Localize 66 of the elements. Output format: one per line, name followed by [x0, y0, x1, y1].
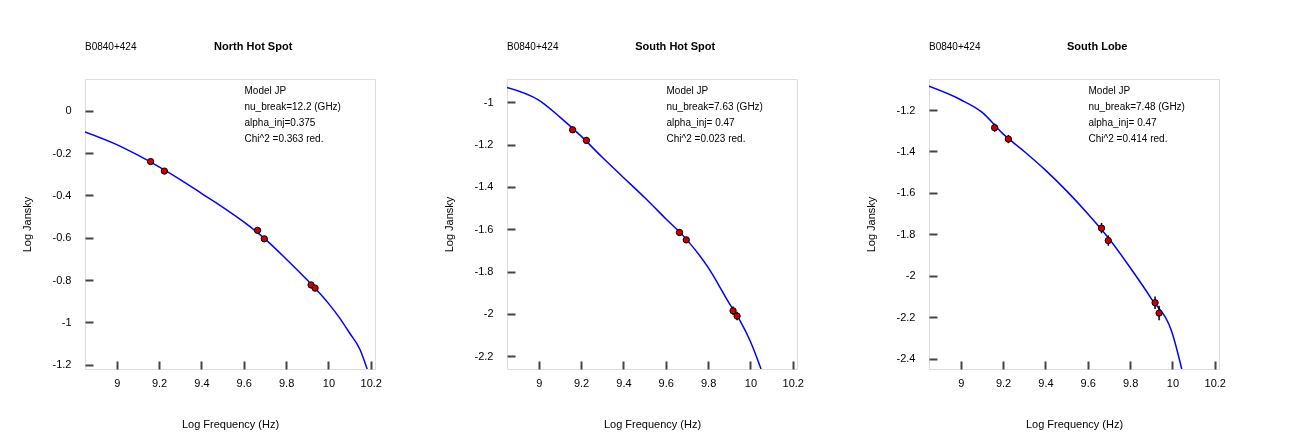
- y-tick-label: -2: [483, 307, 494, 320]
- annotation: Chi^2 =0.414 red.: [1088, 133, 1168, 144]
- x-tick-label: 9.4: [1038, 376, 1054, 389]
- annotation: Chi^2 =0.023 red.: [666, 133, 746, 144]
- x-tick-label: 9.8: [700, 376, 717, 389]
- y-tick-label: -2.2: [474, 349, 494, 362]
- x-tick-label: 9: [958, 376, 965, 389]
- x-axis-title: Log Frequency (Hz): [603, 417, 702, 430]
- annotation: Model JP: [666, 85, 709, 96]
- x-tick-label: 9.8: [1122, 376, 1139, 389]
- annotation: nu_break=7.48 (GHz): [1088, 101, 1185, 112]
- y-tick-label: -1: [61, 315, 72, 328]
- chart-title: North Hot Spot: [214, 40, 293, 52]
- y-axis-title: Log Jansky: [442, 196, 455, 253]
- x-tick-label: 10: [322, 376, 336, 389]
- x-tick-label: 9: [114, 376, 121, 389]
- annotation: alpha_inj= 0.47: [1088, 117, 1158, 128]
- annotation: Model JP: [244, 85, 287, 96]
- y-tick-label: -0.4: [52, 188, 72, 201]
- y-tick-label: -1.6: [896, 186, 916, 199]
- x-tick-label: 9.2: [995, 376, 1012, 389]
- y-tick-label: -1.4: [474, 180, 494, 193]
- x-axis-title: Log Frequency (Hz): [181, 417, 280, 430]
- x-tick-label: 9.2: [151, 376, 168, 389]
- chart-title: South Lobe: [1066, 40, 1128, 52]
- annotation: Model JP: [1088, 85, 1131, 96]
- y-tick-label: -0.8: [52, 273, 72, 286]
- y-tick-label: -1.8: [896, 227, 916, 240]
- y-tick-label: -1.2: [474, 138, 494, 151]
- x-tick-label: 9.6: [236, 376, 252, 389]
- text: B0840+424: [929, 41, 981, 52]
- annotation: Chi^2 =0.363 red.: [244, 133, 324, 144]
- x-tick-label: 9.8: [278, 376, 295, 389]
- y-tick-label: -2: [905, 269, 916, 282]
- x-tick-label: 9.2: [573, 376, 590, 389]
- y-tick-label: -0.2: [52, 146, 72, 159]
- y-tick-label: 0: [65, 104, 72, 117]
- annotation: nu_break=7.63 (GHz): [666, 101, 763, 112]
- y-tick-label: -1.8: [474, 265, 494, 278]
- chart-title: South Hot Spot: [635, 40, 716, 52]
- x-tick-label: 10: [1166, 376, 1180, 389]
- x-tick-label: 10.2: [360, 376, 382, 389]
- y-tick-label: -2.4: [896, 352, 916, 365]
- text: B0840+424: [85, 41, 137, 52]
- text: B0840+424: [507, 41, 559, 52]
- x-axis-title: Log Frequency (Hz): [1025, 417, 1124, 430]
- y-tick-label: -1.2: [52, 358, 72, 371]
- y-tick-label: -1.4: [896, 145, 916, 157]
- annotation: alpha_inj= 0.47: [666, 117, 736, 128]
- y-tick-label: -0.6: [52, 231, 72, 244]
- x-tick-label: 10: [744, 376, 758, 389]
- y-axis-title: Log Jansky: [864, 196, 877, 253]
- x-tick-label: 10.2: [782, 376, 804, 389]
- y-tick-label: -1: [483, 95, 494, 108]
- x-tick-label: 9.6: [658, 376, 674, 389]
- x-tick-label: 10.2: [1204, 376, 1226, 389]
- y-tick-label: -1.6: [474, 222, 494, 235]
- annotation: alpha_inj=0.375: [244, 117, 316, 128]
- x-tick-label: 9.6: [1080, 376, 1096, 389]
- annotation: nu_break=12.2 (GHz): [244, 101, 341, 112]
- x-tick-label: 9.4: [194, 376, 210, 389]
- y-axis-title: Log Jansky: [20, 196, 33, 253]
- y-tick-label: -2.2: [896, 310, 916, 323]
- y-tick-label: -1.2: [896, 103, 916, 116]
- x-tick-label: 9.4: [616, 376, 632, 389]
- x-tick-label: 9: [536, 376, 543, 389]
